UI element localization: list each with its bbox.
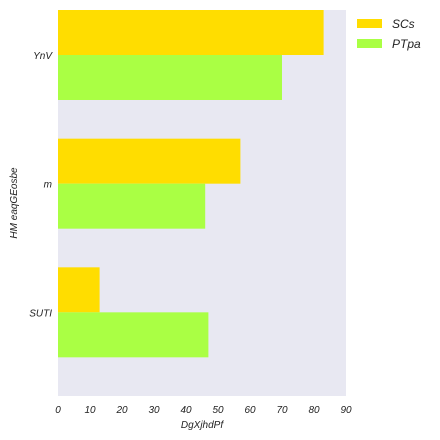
bar-ptpa-m — [58, 183, 206, 229]
x-tick-label: 80 — [308, 405, 320, 416]
x-tick-label: 70 — [276, 405, 288, 416]
legend-swatch-scs — [357, 19, 382, 28]
x-tick-label: 50 — [212, 405, 224, 416]
bar-scs-m — [58, 138, 241, 184]
x-tick-label: 30 — [148, 405, 160, 416]
bar-ptpa-suti — [58, 312, 209, 358]
y-tick-labels: YnV m SUTI — [29, 51, 53, 319]
bar-scs-suti — [58, 267, 100, 313]
legend-swatch-ptpa — [357, 39, 382, 48]
y-tick-label: YnV — [33, 51, 53, 62]
y-axis-label: HM eaqGEosbe — [9, 167, 20, 239]
x-tick-labels: 0 10 20 30 40 50 60 70 80 90 — [55, 405, 352, 416]
legend: SCs PTpa — [357, 17, 421, 51]
x-tick-label: 20 — [115, 405, 128, 416]
y-tick-label: m — [44, 180, 52, 191]
legend-label-ptpa: PTpa — [392, 37, 421, 51]
x-tick-label: 10 — [84, 405, 96, 416]
x-tick-label: 90 — [340, 405, 352, 416]
bar-scs-ynv — [58, 10, 324, 55]
x-tick-label: 40 — [180, 405, 192, 416]
legend-label-scs: SCs — [392, 17, 415, 31]
x-tick-label: 60 — [244, 405, 256, 416]
y-tick-label: SUTI — [29, 308, 52, 319]
bars-group — [58, 10, 324, 358]
x-tick-label: 0 — [55, 405, 61, 416]
x-axis-label: DgXjhdPf — [181, 420, 224, 431]
bar-ptpa-ynv — [58, 55, 282, 100]
